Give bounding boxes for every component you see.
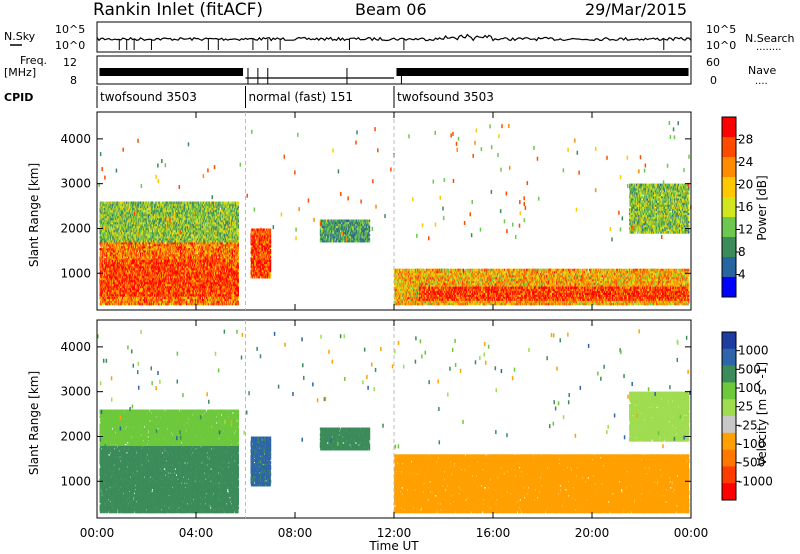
freq-right-tick-bottom: 0 bbox=[710, 74, 717, 87]
noise-panel-frame bbox=[97, 22, 691, 52]
cpid-segment-label: twofsound 3503 bbox=[100, 90, 197, 104]
cpid-segment-label: normal (fast) 151 bbox=[249, 90, 353, 104]
freq-left-tick-top: 12 bbox=[63, 56, 77, 69]
date-title: 29/Mar/2015 bbox=[585, 0, 687, 19]
freq-right-tick-top: 60 bbox=[706, 56, 720, 69]
nave-dots: .... bbox=[755, 76, 768, 87]
noise-trace bbox=[97, 35, 691, 50]
beam-title: Beam 06 bbox=[355, 0, 427, 19]
noise-right-tick-bottom: 10^0 bbox=[706, 39, 736, 52]
cpid-row: twofsound 3503 normal (fast) 151 twofsound… bbox=[97, 86, 494, 108]
rti-figure: Rankin Inlet (fitACF) Beam 06 29/Mar/201… bbox=[0, 0, 800, 554]
station-title: Rankin Inlet (fitACF) bbox=[93, 0, 263, 20]
cpid-segment-label: twofsound 3503 bbox=[397, 90, 494, 104]
freq-trace bbox=[99, 68, 688, 84]
freq-unit-label: [MHz] bbox=[4, 66, 36, 79]
cpid-label: CPID bbox=[4, 91, 33, 104]
noise-line bbox=[97, 35, 691, 41]
nsearch-dots: ........ bbox=[756, 42, 781, 53]
freq-left-tick-bottom: 8 bbox=[70, 74, 77, 87]
freq-band bbox=[396, 68, 688, 76]
nsky-label: N.Sky bbox=[4, 30, 36, 43]
noise-left-tick-top: 10^5 bbox=[55, 23, 85, 36]
freq-band bbox=[99, 68, 243, 76]
noise-right-tick-top: 10^5 bbox=[706, 23, 736, 36]
noise-left-tick-bottom: 10^0 bbox=[55, 39, 85, 52]
